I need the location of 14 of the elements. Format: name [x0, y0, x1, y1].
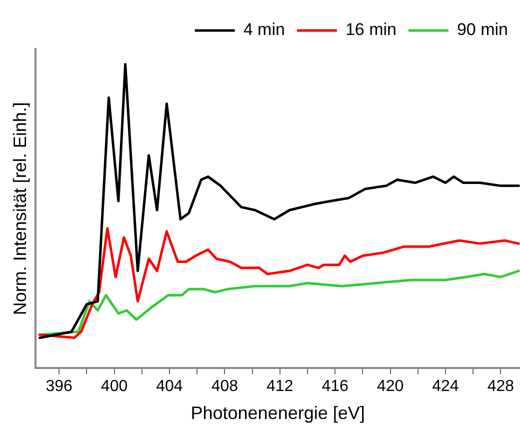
legend-label: 90 min: [456, 20, 508, 40]
y-axis-title: Norm. Intensität [rel. Einh.]: [10, 102, 30, 316]
x-tick-label: 424: [432, 378, 459, 396]
legend-label: 4 min: [243, 20, 285, 40]
x-tick-label: 400: [100, 378, 128, 396]
x-tick-label: 428: [487, 378, 514, 396]
x-axis-title: Photonenenergie [eV]: [190, 403, 365, 424]
x-tick-label: 396: [46, 378, 73, 396]
legend-label: 16 min: [345, 20, 396, 40]
x-tick-label: 412: [266, 378, 294, 396]
x-tick-label: 408: [211, 378, 238, 396]
x-tick-label: 416: [322, 378, 349, 396]
x-tick-label: 404: [156, 378, 183, 396]
x-tick-label: 420: [376, 378, 404, 396]
